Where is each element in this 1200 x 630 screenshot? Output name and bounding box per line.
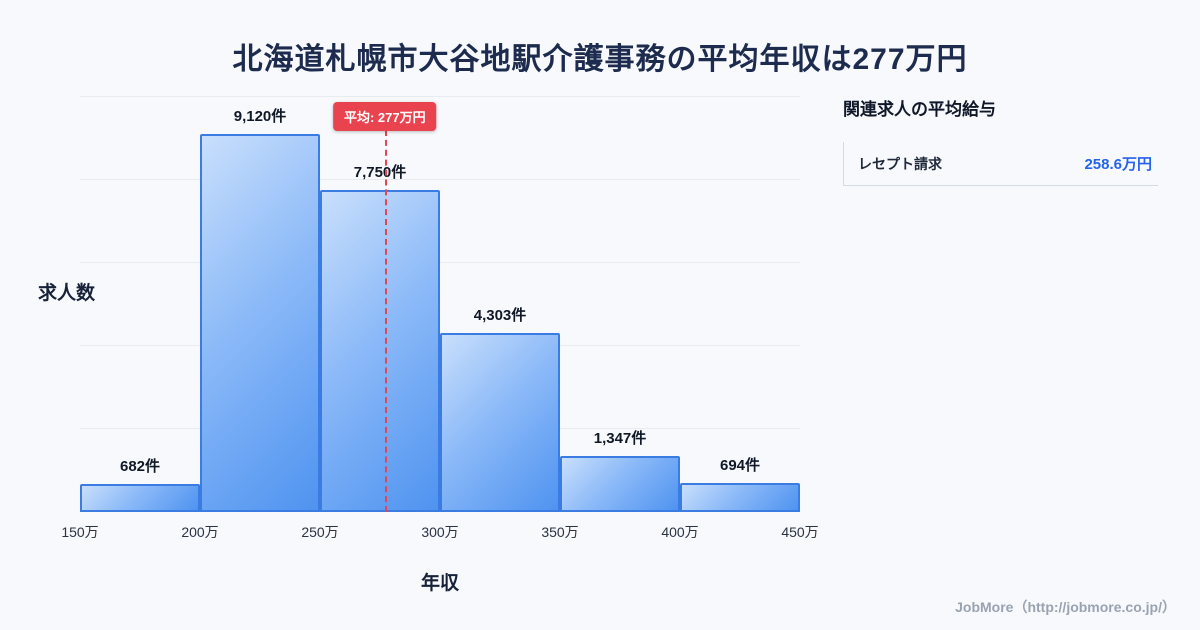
page-title: 北海道札幌市大谷地駅介護事務の平均年収は277万円 bbox=[232, 43, 968, 76]
bar-value-label: 682件 bbox=[119, 457, 161, 475]
x-tick-label: 200万 bbox=[181, 524, 219, 540]
average-badge: 平均: 277万円 bbox=[332, 102, 437, 131]
histogram-bar bbox=[560, 456, 680, 512]
histogram-bar bbox=[440, 333, 560, 512]
x-tick-label: 150万 bbox=[61, 524, 99, 540]
histogram-bar bbox=[200, 133, 320, 512]
x-axis-label: 年収 bbox=[420, 573, 459, 594]
related-jobs-panel: 関連求人の平均給与 レセプト請求 258.6万円 bbox=[843, 95, 1158, 186]
y-axis-label: 求人数 bbox=[38, 283, 96, 304]
x-tick-label: 250万 bbox=[301, 524, 339, 540]
x-tick-label: 350万 bbox=[541, 524, 579, 540]
histogram-bar bbox=[80, 483, 200, 512]
x-tick-label: 300万 bbox=[421, 524, 459, 540]
x-tick-label: 450万 bbox=[781, 524, 819, 540]
footer-credit: JobMore（http://jobmore.co.jp/） bbox=[955, 599, 1176, 615]
x-tick-label: 400万 bbox=[661, 524, 699, 540]
gridline bbox=[80, 262, 800, 263]
histogram-plot-area: 平均: 277万円 682件 9,120件 7,750件 4,303件 1,347件 69… bbox=[80, 96, 800, 512]
related-jobs-list: レセプト請求 258.6万円 bbox=[843, 142, 1158, 186]
average-line bbox=[384, 130, 387, 512]
related-job-label: レセプト請求 bbox=[858, 155, 942, 172]
gridline bbox=[80, 96, 800, 97]
bar-value-label: 694件 bbox=[719, 457, 761, 475]
x-axis-ticks: 150万 200万 250万 300万 350万 400万 450万 bbox=[61, 522, 818, 542]
bar-value-label: 4,303件 bbox=[473, 307, 527, 325]
histogram-bar bbox=[320, 190, 440, 512]
bar-value-label: 7,750件 bbox=[353, 164, 407, 182]
bar-value-label: 1,347件 bbox=[593, 430, 647, 448]
gridline bbox=[80, 179, 800, 180]
bar-value-label: 9,120件 bbox=[233, 107, 287, 125]
related-jobs-heading: 関連求人の平均給与 bbox=[843, 100, 996, 119]
related-job-row: レセプト請求 258.6万円 bbox=[844, 142, 1158, 186]
histogram-bar bbox=[680, 483, 800, 512]
related-job-value: 258.6万円 bbox=[1084, 156, 1152, 173]
